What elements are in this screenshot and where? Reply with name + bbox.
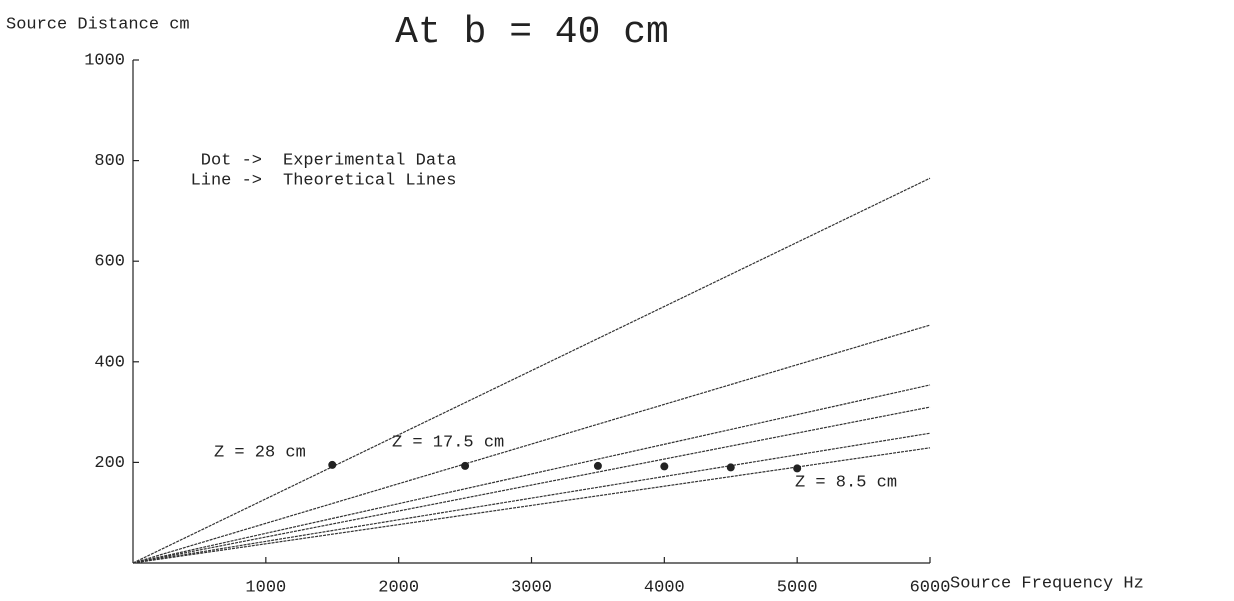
x-axis-label: Source Frequency Hz bbox=[950, 574, 1144, 593]
x-tick-label: 5000 bbox=[777, 578, 818, 597]
data-point bbox=[328, 461, 336, 469]
data-point bbox=[793, 464, 801, 472]
annotation: Z = 28 cm bbox=[214, 443, 306, 462]
y-tick-label: 400 bbox=[94, 353, 125, 372]
y-axis-label: Source Distance cm bbox=[6, 15, 190, 34]
annotation: Z = 17.5 cm bbox=[392, 433, 504, 452]
data-point bbox=[727, 463, 735, 471]
y-tick-label: 1000 bbox=[84, 51, 125, 70]
x-tick-label: 4000 bbox=[644, 578, 685, 597]
data-point bbox=[660, 462, 668, 470]
chart: At b = 40 cm Source Distance cm Source F… bbox=[0, 0, 1234, 601]
annotation: Z = 8.5 cm bbox=[795, 473, 897, 492]
data-point bbox=[461, 462, 469, 470]
y-tick-label: 200 bbox=[94, 454, 125, 473]
chart-title: At b = 40 cm bbox=[395, 11, 669, 54]
data-point bbox=[594, 462, 602, 470]
x-tick-label: 3000 bbox=[511, 578, 552, 597]
page: At b = 40 cm Source Distance cm Source F… bbox=[0, 0, 1234, 601]
annotation: Theoretical Lines bbox=[283, 171, 456, 190]
annotation: Experimental Data bbox=[283, 151, 456, 170]
x-tick-label: 6000 bbox=[910, 578, 951, 597]
y-tick-label: 600 bbox=[94, 253, 125, 272]
annotation: Line -> bbox=[191, 171, 262, 190]
y-tick-label: 800 bbox=[94, 152, 125, 171]
x-tick-label: 1000 bbox=[245, 578, 286, 597]
x-tick-label: 2000 bbox=[378, 578, 419, 597]
annotation: Dot -> bbox=[201, 151, 262, 170]
